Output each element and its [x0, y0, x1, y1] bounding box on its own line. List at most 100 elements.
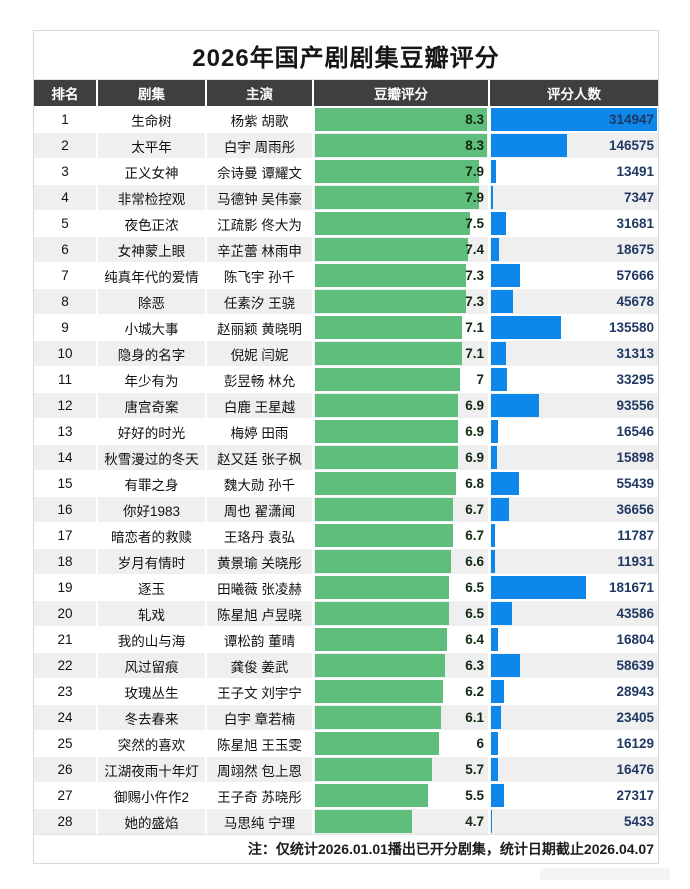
table-row: 15 有罪之身 魏大勋 孙千 6.8 55439	[34, 470, 658, 496]
table-body: 1 生命树 杨紫 胡歌 8.3 314947 2 太平年 白宇 周雨彤 8.3 146575 3 正义…	[34, 106, 658, 834]
votes-value: 16129	[616, 736, 654, 751]
rank-cell: 2	[34, 133, 98, 158]
rating-bar	[315, 342, 462, 365]
votes-value: 7347	[623, 190, 654, 205]
table-row: 9 小城大事 赵丽颖 黄晓明 7.1 135580	[34, 314, 658, 340]
table-row: 5 夜色正浓 江疏影 佟大为 7.5 31681	[34, 210, 658, 236]
rank-cell: 7	[34, 263, 98, 288]
column-header-drama: 剧集	[98, 80, 207, 106]
rating-cell: 7.9	[314, 185, 490, 210]
table-row: 23 玫瑰丛生 王子文 刘宇宁 6.2 28943	[34, 678, 658, 704]
rating-bar	[315, 134, 487, 157]
drama-title-cell: 唐宫奇案	[98, 393, 207, 418]
rating-cell: 6.8	[314, 471, 490, 496]
drama-title-cell: 隐身的名字	[98, 341, 207, 366]
votes-value: 314947	[608, 112, 654, 127]
cast-cell: 王子奇 苏晓彤	[207, 783, 314, 808]
rating-cell: 6.1	[314, 705, 490, 730]
cast-cell: 陈星旭 卢昱晓	[207, 601, 314, 626]
cast-cell: 倪妮 闫妮	[207, 341, 314, 366]
votes-bar	[491, 810, 492, 833]
votes-value: 58639	[616, 658, 654, 673]
votes-value: 18675	[616, 242, 654, 257]
table-row: 3 正义女神 佘诗曼 谭耀文 7.9 13491	[34, 158, 658, 184]
rating-cell: 6	[314, 731, 490, 756]
votes-value: 11787	[617, 528, 654, 543]
rating-bar	[315, 290, 467, 313]
table-row: 4 非常检控观 马德钟 吴伟豪 7.9 7347	[34, 184, 658, 210]
drama-title-cell: 岁月有情时	[98, 549, 207, 574]
votes-bar	[491, 784, 504, 807]
votes-bar	[491, 758, 498, 781]
rating-cell: 8.3	[314, 133, 490, 158]
rating-value: 7	[476, 372, 484, 387]
rating-bar	[315, 212, 471, 235]
votes-cell: 31313	[490, 341, 658, 366]
rating-value: 4.7	[465, 814, 484, 829]
votes-cell: 7347	[490, 185, 658, 210]
votes-cell: 31681	[490, 211, 658, 236]
votes-bar	[491, 134, 568, 157]
rating-value: 7.5	[465, 216, 484, 231]
column-header-rank: 排名	[34, 80, 98, 106]
votes-cell: 57666	[490, 263, 658, 288]
votes-value: 146575	[608, 138, 654, 153]
rating-bar	[315, 108, 487, 131]
votes-value: 57666	[616, 268, 654, 283]
votes-bar	[491, 290, 514, 313]
votes-bar	[491, 316, 562, 339]
votes-value: 93556	[616, 398, 654, 413]
rating-value: 6.5	[465, 580, 484, 595]
votes-value: 16804	[616, 632, 654, 647]
table-row: 2 太平年 白宇 周雨彤 8.3 146575	[34, 132, 658, 158]
cast-cell: 谭松韵 董晴	[207, 627, 314, 652]
rating-cell: 7.9	[314, 159, 490, 184]
votes-cell: 45678	[490, 289, 658, 314]
column-header-rating: 豆瓣评分	[314, 80, 490, 106]
votes-bar	[491, 732, 498, 755]
votes-bar	[491, 706, 502, 729]
rating-cell: 6.9	[314, 445, 490, 470]
rating-bar	[315, 394, 458, 417]
rank-cell: 24	[34, 705, 98, 730]
rating-cell: 6.3	[314, 653, 490, 678]
votes-bar	[491, 238, 499, 261]
rating-cell: 6.9	[314, 419, 490, 444]
rank-cell: 3	[34, 159, 98, 184]
page-title: 2026年国产剧剧集豆瓣评分	[34, 31, 658, 80]
rating-bar	[315, 758, 433, 781]
drama-title-cell: 逐玉	[98, 575, 207, 600]
votes-value: 28943	[616, 684, 654, 699]
rank-cell: 27	[34, 783, 98, 808]
rating-bar	[315, 186, 479, 209]
rating-bar	[315, 472, 456, 495]
votes-cell: 28943	[490, 679, 658, 704]
table-row: 14 秋雪漫过的冬天 赵又廷 张子枫 6.9 15898	[34, 444, 658, 470]
votes-bar	[491, 472, 519, 495]
rating-bar	[315, 628, 448, 651]
votes-bar	[491, 524, 496, 547]
rating-value: 6.2	[465, 684, 484, 699]
rating-cell: 6.5	[314, 601, 490, 626]
votes-cell: 58639	[490, 653, 658, 678]
cast-cell: 彭昱畅 林允	[207, 367, 314, 392]
votes-cell: 15898	[490, 445, 658, 470]
table-row: 13 好好的时光 梅婷 田雨 6.9 16546	[34, 418, 658, 444]
footer-note: 注：仅统计2026.01.01播出已开分剧集，统计日期截止2026.04.07	[34, 834, 658, 863]
votes-cell: 16129	[490, 731, 658, 756]
cast-cell: 龚俊 姜武	[207, 653, 314, 678]
drama-title-cell: 她的盛焰	[98, 809, 207, 834]
drama-title-cell: 我的山与海	[98, 627, 207, 652]
rating-cell: 7.3	[314, 289, 490, 314]
cast-cell: 杨紫 胡歌	[207, 107, 314, 132]
drama-title-cell: 轧戏	[98, 601, 207, 626]
rating-value: 7.9	[465, 190, 484, 205]
votes-cell: 36656	[490, 497, 658, 522]
rating-cell: 5.7	[314, 757, 490, 782]
drama-title-cell: 正义女神	[98, 159, 207, 184]
table-row: 12 唐宫奇案 白鹿 王星越 6.9 93556	[34, 392, 658, 418]
drama-title-cell: 你好1983	[98, 497, 207, 522]
rank-cell: 6	[34, 237, 98, 262]
rating-bar	[315, 264, 467, 287]
votes-cell: 55439	[490, 471, 658, 496]
